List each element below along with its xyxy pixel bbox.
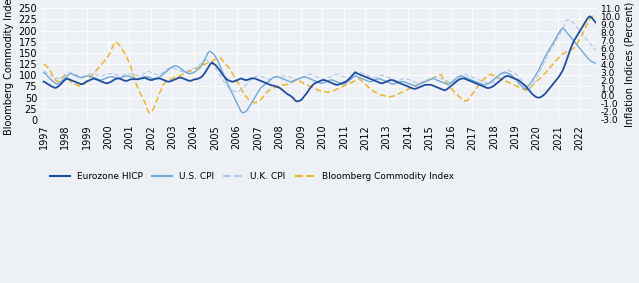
Y-axis label: Inflation Indices (Percent): Inflation Indices (Percent) (625, 1, 635, 127)
Y-axis label: Bloomberg Commodity Index: Bloomberg Commodity Index (4, 0, 14, 135)
Legend: Eurozone HICP, U.S. CPI, U.K. CPI, Bloomberg Commodity Index: Eurozone HICP, U.S. CPI, U.K. CPI, Bloom… (47, 168, 458, 185)
